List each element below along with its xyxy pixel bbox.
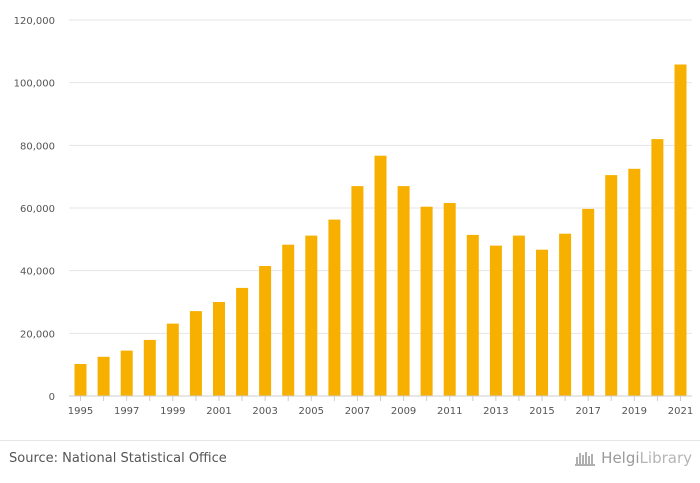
x-tick-label: 1997: [114, 406, 139, 417]
bar-chart: 020,00040,00060,00080,000100,000120,000 …: [14, 16, 694, 417]
bar-2013[interactable]: [489, 245, 502, 396]
y-tick-label: 60,000: [20, 204, 55, 215]
helgi-library-logo-icon: [575, 452, 596, 466]
bar-1999[interactable]: [166, 323, 179, 396]
bar-2018[interactable]: [605, 175, 618, 396]
bar-2014[interactable]: [512, 235, 525, 396]
bar-1998[interactable]: [143, 339, 156, 396]
bar-2004[interactable]: [282, 244, 295, 396]
x-tick-label: 2015: [529, 406, 554, 417]
x-tick-label: 1999: [160, 406, 185, 417]
bar-2009[interactable]: [397, 186, 410, 396]
bar-2005[interactable]: [305, 235, 318, 396]
x-tick-label: 2009: [391, 406, 416, 417]
bar-2020[interactable]: [651, 139, 664, 396]
y-tick-label: 40,000: [20, 267, 55, 278]
y-tick-label: 100,000: [14, 79, 55, 90]
bar-2003[interactable]: [259, 266, 272, 396]
bar-2008[interactable]: [374, 155, 387, 396]
brand-name-part1: Helgi: [601, 449, 640, 467]
bar-2000[interactable]: [189, 311, 202, 396]
x-tick-label: 2021: [668, 406, 693, 417]
x-axis: 1995 1997 1999 2001 2003 2005 2007 2009 2011 2013…: [68, 395, 693, 417]
bar-2007[interactable]: [351, 186, 364, 396]
source-note: Source: National Statistical Office: [9, 451, 227, 466]
bar-1995[interactable]: [74, 364, 87, 396]
x-tick-label: 2011: [437, 406, 462, 417]
footer-divider: [0, 440, 700, 441]
x-tick-label: 2013: [483, 406, 508, 417]
x-tick-label: 2001: [206, 406, 231, 417]
y-tick-label: 0: [49, 392, 55, 403]
y-tick-label: 20,000: [20, 329, 55, 340]
x-tick-label: 1995: [68, 406, 93, 417]
bar-2021[interactable]: [674, 64, 687, 397]
bar-2011[interactable]: [443, 203, 456, 396]
y-tick-label: 80,000: [20, 141, 55, 152]
x-tick-label: 2017: [575, 406, 600, 417]
bar-2017[interactable]: [582, 208, 595, 396]
y-axis: 0 20,000 40,000 60,000 80,000 100,000 120,000: [14, 16, 55, 403]
bar-2012[interactable]: [466, 234, 479, 396]
x-tick-label: 2005: [299, 406, 324, 417]
brand-name-part2: Library: [639, 449, 692, 467]
bar-1996[interactable]: [97, 356, 110, 396]
bars: [74, 64, 687, 397]
bar-2015[interactable]: [536, 249, 548, 396]
bar-2019[interactable]: [628, 168, 641, 396]
bar-1997[interactable]: [120, 350, 133, 396]
bar-2016[interactable]: [559, 233, 572, 396]
bar-2006[interactable]: [328, 219, 341, 396]
brand-name: HelgiLibrary: [601, 449, 692, 467]
x-tick-label: 2003: [252, 406, 277, 417]
bar-2010[interactable]: [420, 206, 433, 396]
bar-2002[interactable]: [236, 287, 249, 396]
y-tick-label: 120,000: [14, 16, 55, 27]
x-tick-label: 2007: [345, 406, 370, 417]
bar-2001[interactable]: [213, 302, 225, 396]
brand-logo[interactable]: HelgiLibrary: [575, 449, 692, 467]
x-tick-label: 2019: [622, 406, 647, 417]
